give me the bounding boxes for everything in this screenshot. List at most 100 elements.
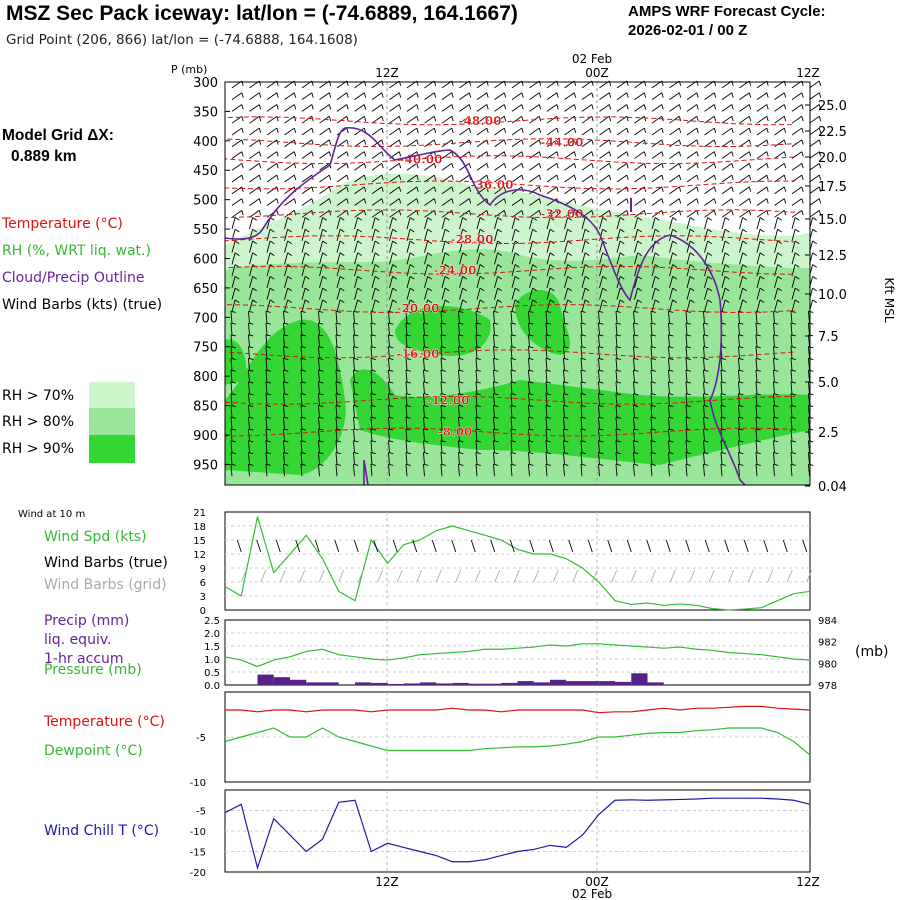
wind-barb-flag <box>738 357 744 360</box>
wind-barb-flag <box>497 228 503 233</box>
wind-barb-flag <box>626 210 629 216</box>
wind-barb <box>616 240 621 253</box>
wind-barb-flag <box>668 404 674 408</box>
wind-barb <box>564 229 569 241</box>
wind-barb-flag <box>311 151 314 157</box>
wind-barb <box>634 198 645 206</box>
wind-barb-flag <box>549 299 555 304</box>
wind-barb <box>458 311 460 324</box>
wind-barb <box>353 417 355 430</box>
wind-barb <box>424 115 435 124</box>
wind-barb <box>266 252 271 265</box>
wind-barb-flag <box>668 369 674 372</box>
wind-barb-flag <box>678 186 682 192</box>
wind-barb-flag <box>703 452 709 455</box>
wind-barb <box>493 370 495 383</box>
wind-barb <box>284 162 295 171</box>
wind-barb-flag <box>423 334 429 337</box>
wind-barb-flag <box>444 252 450 256</box>
wind-barb <box>475 381 478 394</box>
wind-barb <box>703 440 705 453</box>
wind-barb <box>494 151 505 159</box>
wind-barb <box>773 322 775 336</box>
wind-barb <box>739 217 744 230</box>
wind-barb <box>704 186 715 195</box>
wind-barb <box>756 229 761 241</box>
wind-barb-flag <box>689 252 695 256</box>
wind-barb <box>248 428 250 441</box>
wind-barb <box>371 186 383 195</box>
wind-barb-flag <box>738 463 744 466</box>
wind-barb <box>511 252 516 265</box>
precip-tick-label: 1.5 <box>204 642 220 653</box>
wind-barb <box>808 358 810 371</box>
wind-barb <box>265 311 268 324</box>
wind-barb <box>406 210 418 218</box>
wind-barb-flag <box>755 404 761 408</box>
wind-barb <box>300 322 303 336</box>
wind-barb <box>494 104 505 112</box>
wind-barb <box>615 452 618 465</box>
wind-barb-flag <box>707 287 713 292</box>
wind-barb-flag <box>265 334 271 337</box>
wind-barb <box>564 127 575 136</box>
wind-barb-flag <box>573 163 577 169</box>
wind-barb <box>545 358 548 371</box>
wind-barb <box>615 393 618 406</box>
wind-barb-flag <box>538 139 542 145</box>
height-tick-label: 17.5 <box>818 180 847 195</box>
wind-barb <box>230 381 233 394</box>
wind-barb <box>370 428 373 441</box>
forecast-cycle: AMPS WRF Forecast Cycle: 2026-02-01 / 00… <box>628 2 826 40</box>
surface-wind-barb-grid <box>669 569 676 583</box>
wind-barb <box>266 92 278 101</box>
wind-barb-flag <box>801 92 804 98</box>
wind-barb <box>564 287 569 300</box>
wind-barb-flag <box>654 228 660 233</box>
wind-barb <box>791 299 796 312</box>
precip-tick-label: 2.5 <box>204 616 220 627</box>
wind-barb <box>581 151 593 159</box>
wind-barb-flag <box>497 275 503 280</box>
wind-barb-flag <box>580 310 586 313</box>
wind-barb <box>406 198 418 206</box>
wind-barb-flag <box>388 452 394 455</box>
wind-barb-flag <box>724 299 730 304</box>
wind-barb <box>511 127 523 136</box>
wind-barb <box>703 370 705 383</box>
wind-barb <box>510 346 513 359</box>
wind-barb-flag <box>318 310 324 313</box>
wind-barb-flag <box>818 210 822 216</box>
wind-barb <box>354 174 365 183</box>
wind-barb-flag <box>766 104 769 110</box>
wind-barb-flag <box>580 346 586 349</box>
wind-barb-flag <box>720 404 726 408</box>
wind-barb <box>230 393 233 406</box>
wind-barb-flag <box>672 275 678 280</box>
pressure-tick-label: 650 <box>193 282 218 297</box>
wind-barb <box>231 299 236 312</box>
wind-barb <box>581 198 593 206</box>
wind-barb <box>335 393 338 406</box>
wind-barb <box>475 440 478 453</box>
wind-barb-flag <box>633 310 639 313</box>
wind-barb <box>721 276 726 289</box>
wind-barb-flag <box>619 275 625 280</box>
wind-barb <box>353 311 355 324</box>
wind-barb <box>563 370 565 383</box>
wind-barb <box>405 440 408 453</box>
wind-barb <box>546 210 558 218</box>
wind-barb-flag <box>486 175 489 181</box>
wind-barb <box>650 346 653 359</box>
wind-barb-flag <box>801 198 804 204</box>
wind-barb-flag <box>654 287 660 292</box>
wind-barb-flag <box>304 275 310 280</box>
wind-barb <box>756 127 768 136</box>
wind-barb-flag <box>755 452 761 455</box>
wind-barb-flag <box>668 440 674 443</box>
wind-barb-flag <box>783 210 787 216</box>
wind-barb <box>685 428 688 441</box>
wind-barb <box>580 381 583 394</box>
wind-barb-flag <box>241 186 244 192</box>
wind-barb <box>580 464 583 477</box>
